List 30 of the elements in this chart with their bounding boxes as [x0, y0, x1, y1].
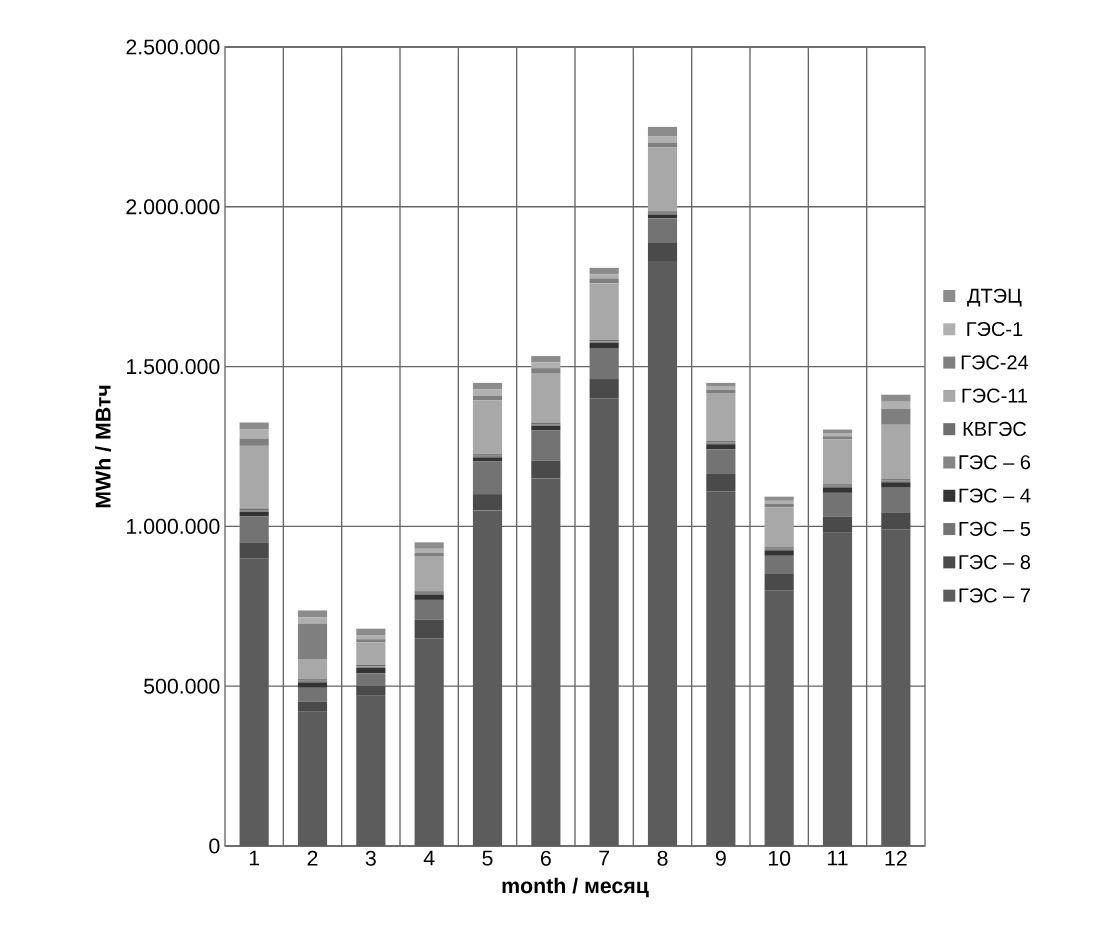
x-tick-label: 12 — [885, 850, 907, 866]
legend-label: ГЭС – 6 — [959, 455, 1031, 470]
legend-label: КВГЭС — [963, 421, 1027, 437]
x-tick-label: 10 — [768, 850, 791, 866]
x-tick-label: 2 — [307, 850, 318, 866]
legend-label: ГЭС-11 — [962, 388, 1028, 403]
x-tick-label: 8 — [657, 850, 668, 866]
legend-label: ДТЭЦ — [967, 288, 1022, 307]
y-tick-label: 0 — [209, 838, 220, 854]
x-axis-title: month / месяц — [502, 877, 649, 898]
legend-label: ГЭС – 4 — [959, 488, 1031, 503]
legend-label: ГЭС – 7 — [959, 588, 1030, 603]
x-tick-label: 6 — [540, 850, 551, 866]
legend-label: ГЭС – 5 — [959, 521, 1031, 536]
x-tick-label: 11 — [828, 850, 848, 866]
x-tick-label: 3 — [365, 850, 376, 866]
x-tick-label: 9 — [715, 850, 726, 866]
legend-label: ГЭС-1 — [967, 321, 1023, 337]
y-tick-label: 1.500.000 — [127, 359, 220, 375]
legend-label: ГЭС – 8 — [959, 555, 1031, 570]
x-tick-label: 4 — [423, 850, 435, 866]
y-tick-label: 500.000 — [144, 678, 220, 694]
y-tick-label: 2.000.000 — [126, 199, 220, 215]
y-tick-label: 1.000.000 — [127, 518, 220, 534]
x-tick-label: 5 — [482, 850, 493, 866]
legend-label: ГЭС-24 — [961, 355, 1029, 370]
y-tick-label: 2.500.000 — [126, 39, 220, 55]
x-tick-label: 1 — [249, 850, 260, 866]
x-tick-label: 7 — [599, 850, 610, 866]
y-axis-title: MWh / МВтч — [95, 385, 111, 508]
